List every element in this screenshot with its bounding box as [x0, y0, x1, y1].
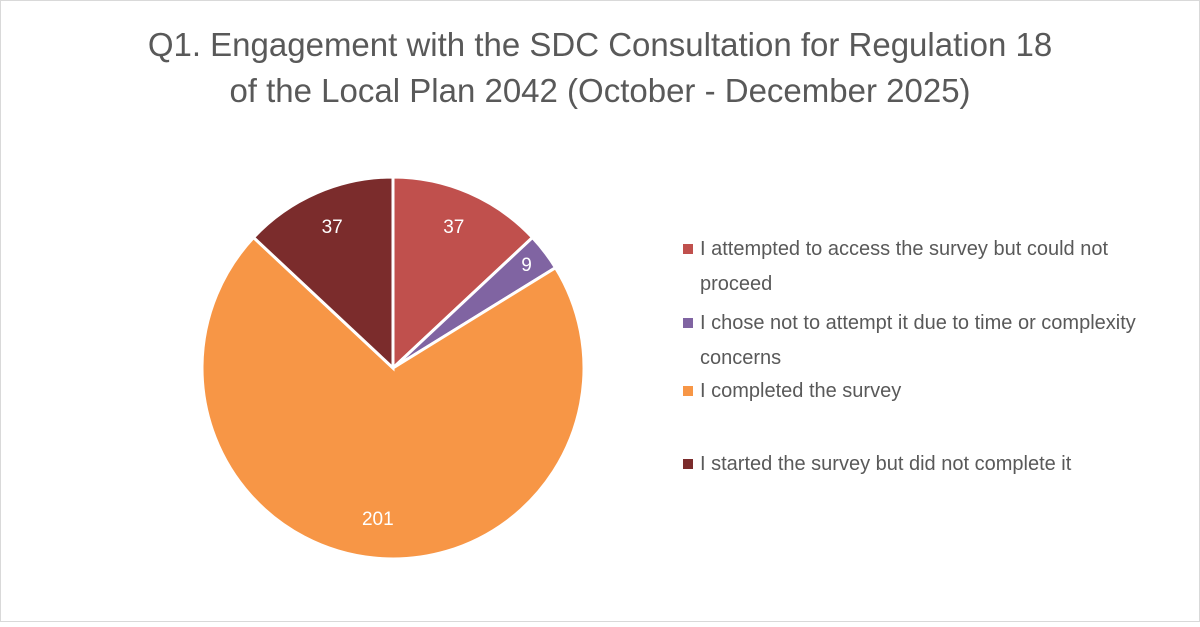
chart-title: Q1. Engagement with the SDC Consultation…	[0, 22, 1200, 114]
data-label-started: 37	[322, 217, 343, 238]
chart-title-line-1: Q1. Engagement with the SDC Consultation…	[147, 26, 1053, 63]
legend-swatch-attempted	[683, 244, 693, 254]
legend-swatch-completed	[683, 386, 693, 396]
pie-slice-attempted	[391, 175, 535, 372]
data-label-chose-not: 9	[521, 255, 532, 276]
legend-label-completed: I completed the survey	[700, 380, 902, 402]
data-label-completed: 201	[362, 509, 394, 530]
legend-label-started: I started the survey but did not complet…	[700, 453, 1072, 475]
legend-swatch-started	[683, 459, 693, 469]
pie-slice-completed	[200, 235, 586, 561]
legend-label-attempted: I attempted to access the survey but cou…	[700, 238, 1109, 295]
legend-label-chose-not: I chose not to attempt it due to time or…	[700, 312, 1136, 369]
pie-slice-started	[251, 175, 395, 372]
chart-title-line-2: of the Local Plan 2042 (October - Decemb…	[229, 72, 971, 109]
data-label-attempted: 37	[443, 217, 464, 238]
legend-swatch-chose-not	[683, 318, 693, 328]
